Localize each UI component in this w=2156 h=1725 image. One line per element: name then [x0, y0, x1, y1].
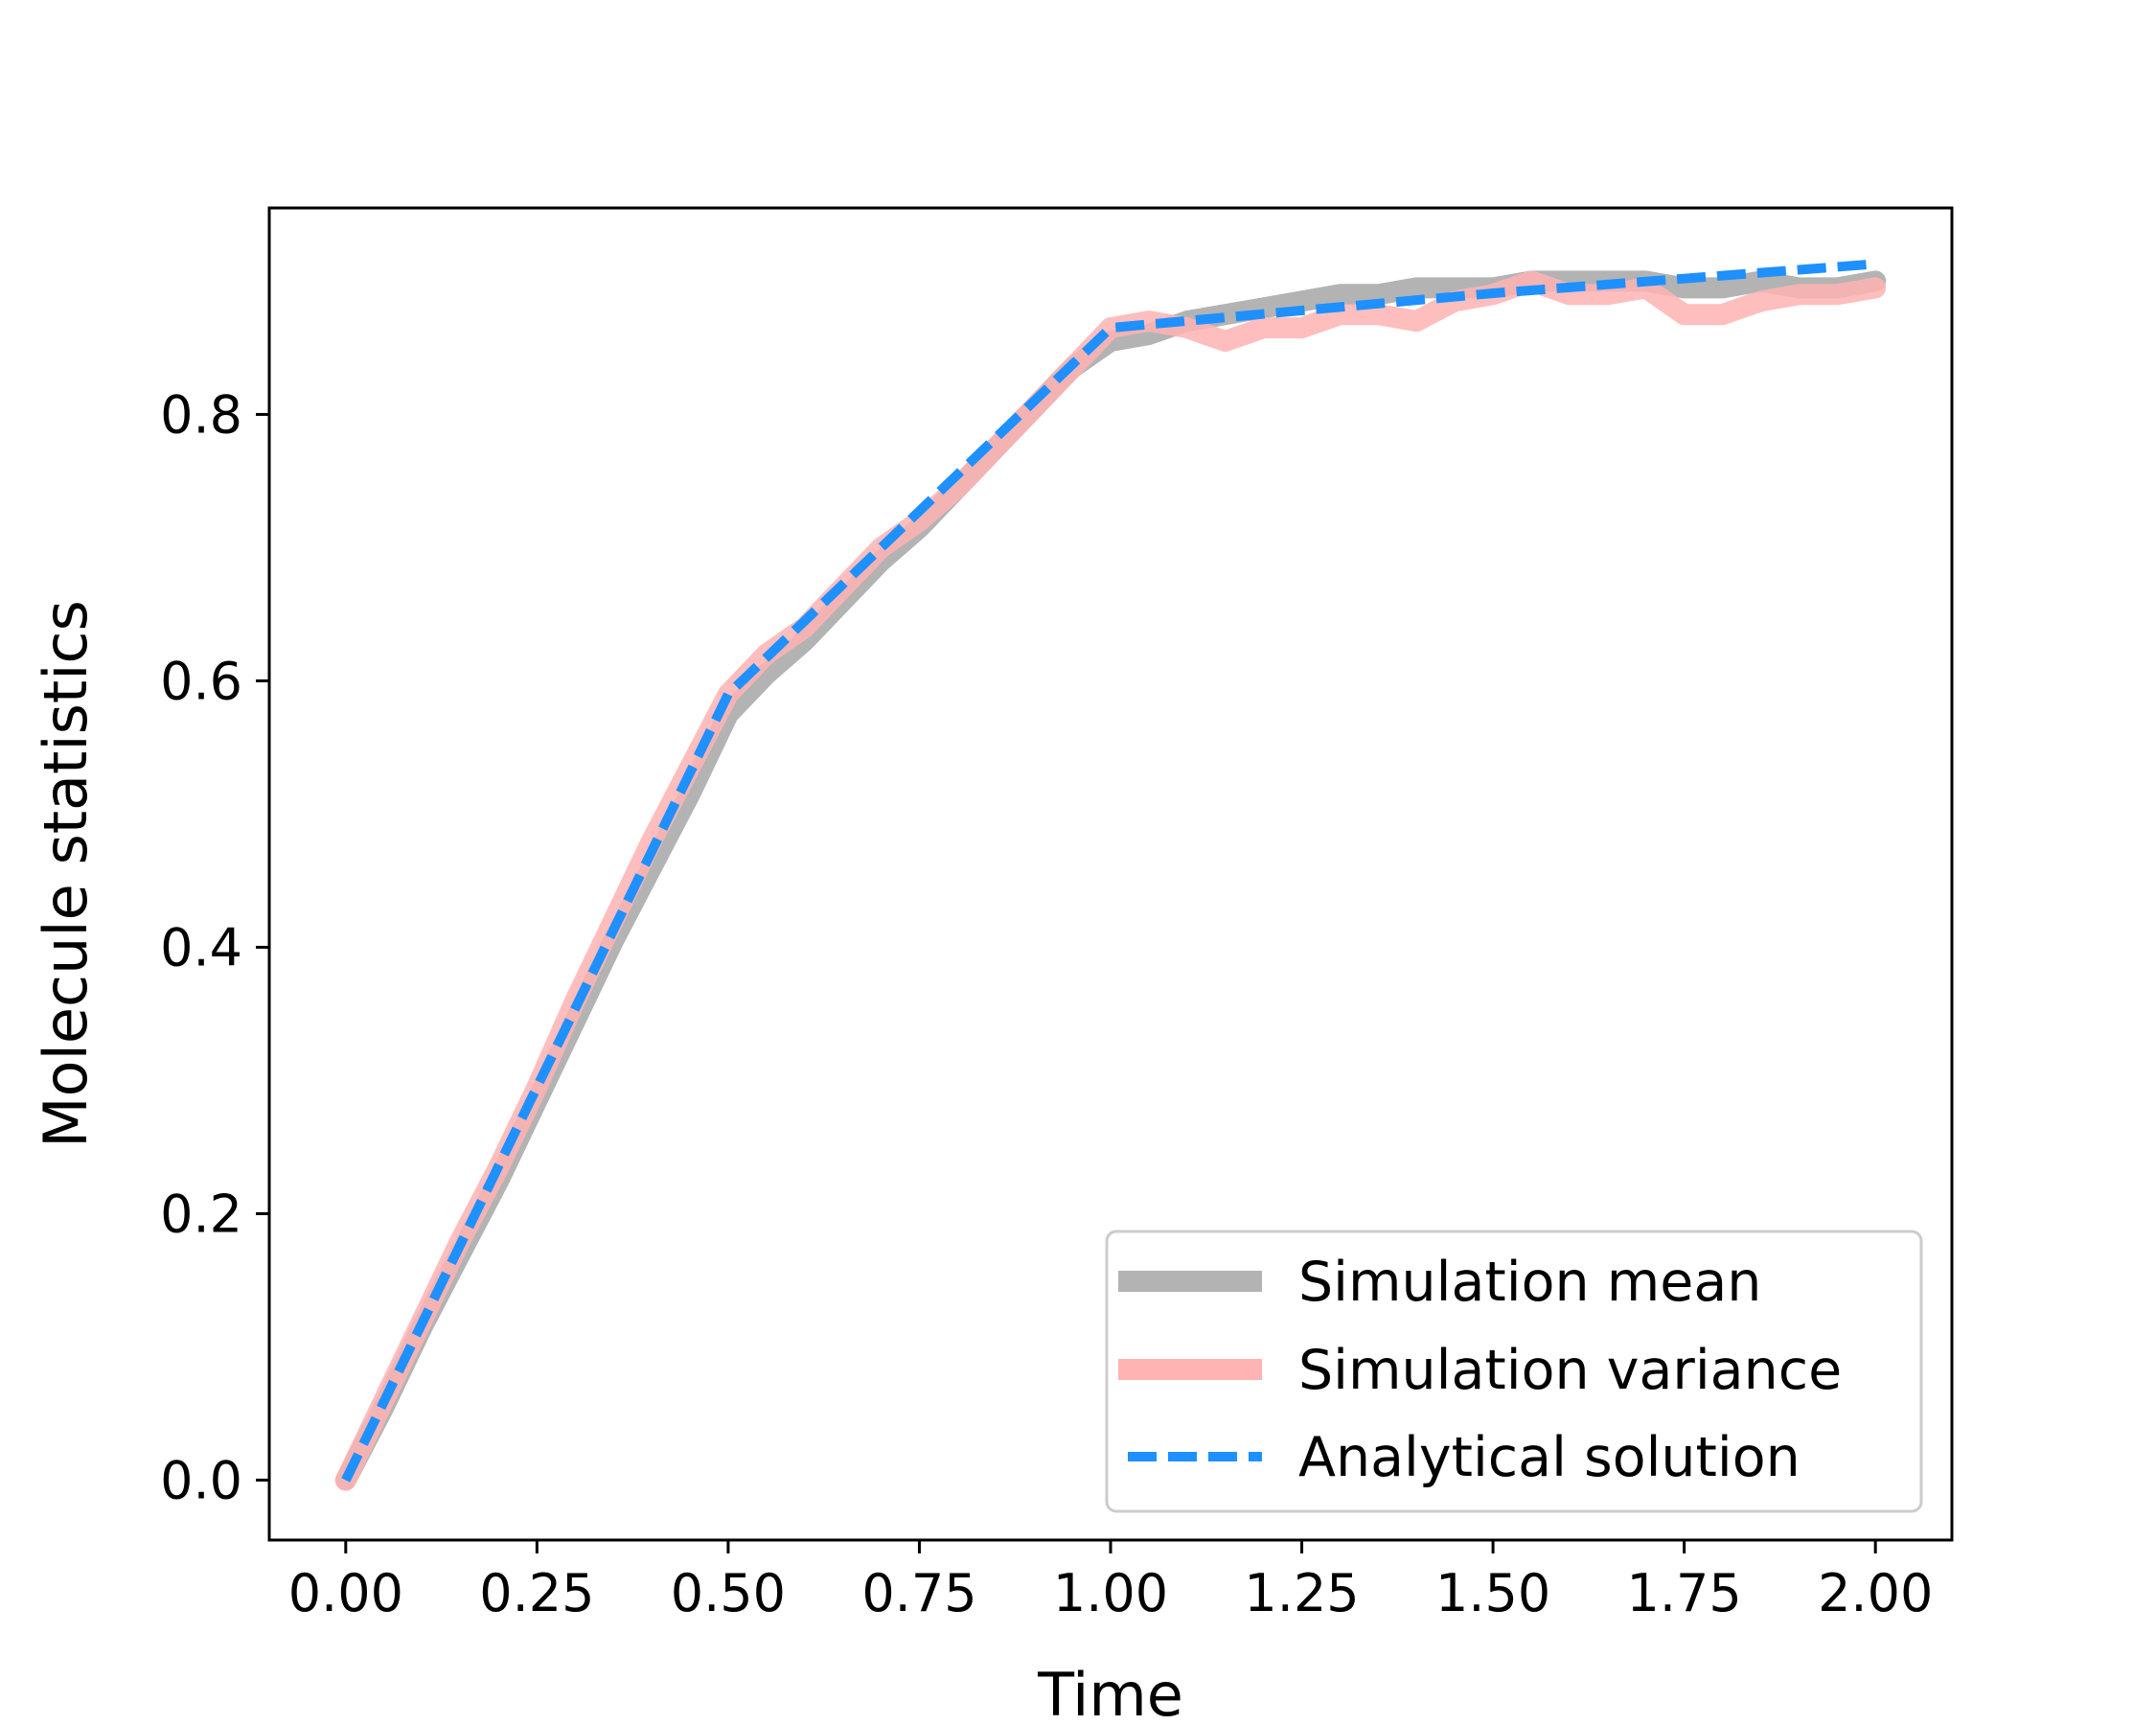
x-tick-label: 1.25: [1244, 1563, 1359, 1623]
x-tick-label: 1.50: [1435, 1563, 1550, 1623]
plot-area: [267, 206, 1954, 1542]
legend-box: [1105, 1230, 1923, 1513]
y-tick-label: 0.6: [160, 651, 242, 711]
y-tick-label: 0.4: [160, 917, 242, 978]
x-tick-label: 2.00: [1818, 1563, 1933, 1623]
x-axis-label: Time: [1037, 1660, 1183, 1725]
x-tick-label: 0.50: [671, 1563, 786, 1623]
x-tick-label: 0.25: [479, 1563, 594, 1623]
y-tick-label: 0.2: [160, 1184, 242, 1244]
legend-label-simulation-variance: Simulation variance: [1298, 1339, 1842, 1402]
series-line-analytical-solution: [341, 259, 1876, 1483]
legend-label-analytical-solution: Analytical solution: [1298, 1426, 1800, 1489]
y-axis-label: Molecule statistics: [31, 600, 101, 1148]
y-tick-label: 0.0: [160, 1450, 242, 1510]
x-tick-label: 0.00: [288, 1563, 403, 1623]
legend: Simulation mean Simulation variance Anal…: [1105, 1230, 1923, 1513]
x-tick-label: 1.00: [1053, 1563, 1168, 1623]
y-tick-label: 0.8: [160, 384, 242, 445]
y-axis-ticks: 0.0 0.2 0.4 0.6 0.8: [160, 384, 269, 1510]
series-layer: [334, 259, 1887, 1491]
legend-label-simulation-mean: Simulation mean: [1298, 1251, 1761, 1314]
x-tick-label: 0.75: [861, 1563, 976, 1623]
x-tick-label: 1.75: [1627, 1563, 1742, 1623]
x-axis-ticks: 0.00 0.25 0.50 0.75 1.00 1.25 1.50 1.75 2.00: [288, 1540, 1933, 1623]
